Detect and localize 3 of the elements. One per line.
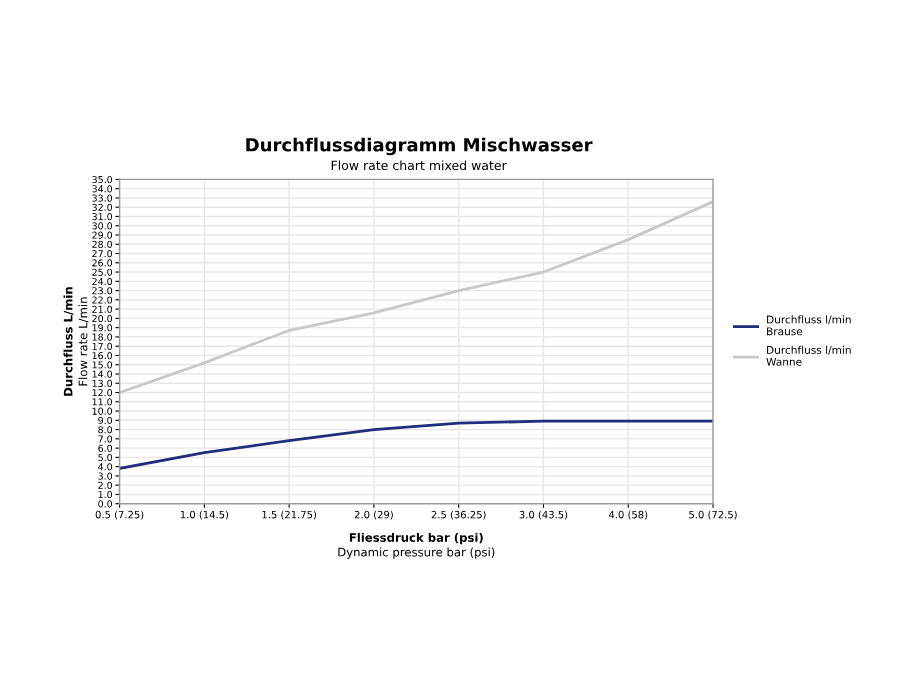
line-series bbox=[119, 419, 713, 470]
chart-title: Durchflussdiagramm Mischwasser bbox=[246, 137, 593, 156]
line-series bbox=[119, 200, 713, 394]
